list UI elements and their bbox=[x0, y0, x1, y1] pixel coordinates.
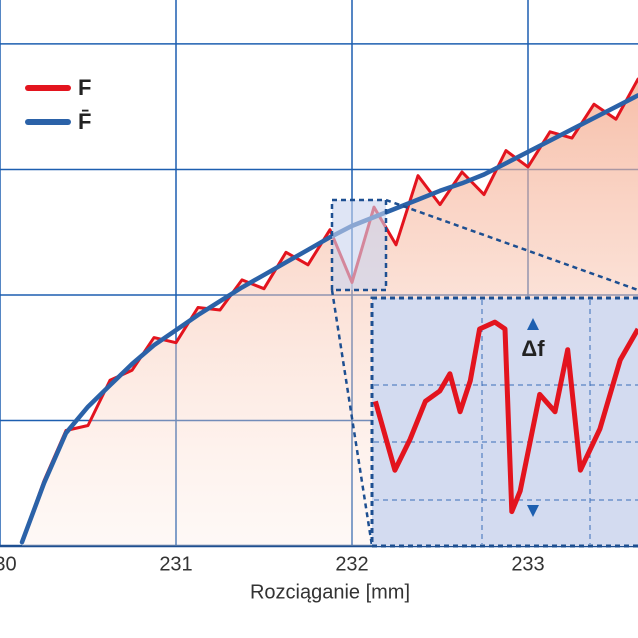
legend-label: F bbox=[78, 75, 91, 100]
annotation: Δf bbox=[521, 336, 545, 361]
inset-plot bbox=[372, 319, 638, 515]
legend: F F̄ bbox=[25, 75, 91, 134]
zoom-connector bbox=[330, 289, 374, 547]
x-tick-label: 230 bbox=[0, 553, 17, 575]
inset-line bbox=[372, 319, 638, 515]
x-tick-label: 233 bbox=[511, 553, 544, 575]
marker-up bbox=[527, 318, 539, 330]
zoom-box bbox=[330, 198, 388, 292]
legend-label: F̄ bbox=[78, 109, 91, 134]
marker-down bbox=[527, 505, 539, 517]
series-line bbox=[19, 93, 638, 545]
x-tick-label: 231 bbox=[159, 553, 192, 575]
x-axis-label: Rozciąganie [mm] bbox=[250, 581, 410, 603]
x-tick-label: 232 bbox=[335, 553, 368, 575]
